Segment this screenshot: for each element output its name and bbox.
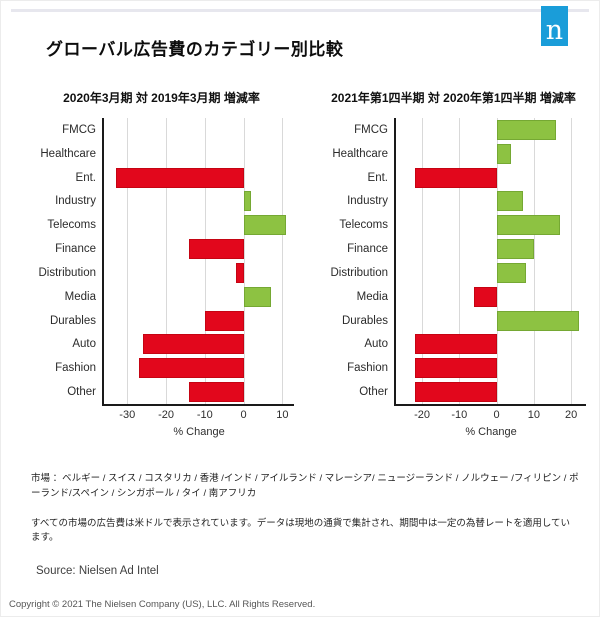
x-tick-label: -10 xyxy=(451,409,468,421)
bar-industry xyxy=(496,191,523,212)
category-label: Media xyxy=(64,290,96,303)
x-tick-label: 0 xyxy=(240,409,247,421)
x-axis-ticks: -20 -10 0 10 20 xyxy=(396,409,586,424)
bar-healthcare xyxy=(496,143,512,164)
bar-media xyxy=(243,286,271,307)
source-line: Source: Nielsen Ad Intel xyxy=(36,565,159,577)
bar-fashion xyxy=(138,358,244,379)
bar-durables xyxy=(496,310,579,331)
category-label: Other xyxy=(359,386,388,399)
nielsen-logo-letter: n xyxy=(545,15,564,46)
gridline xyxy=(422,118,424,404)
bar-telecoms xyxy=(496,215,560,236)
category-label: Telecoms xyxy=(47,219,96,232)
chart-body: FMCG Healthcare Ent. Industry Telecoms Financ… xyxy=(321,118,586,406)
bar-distribution xyxy=(235,262,244,283)
x-tick-label: 10 xyxy=(276,409,289,421)
bar-chart-2020-vs-2019: 2020年3月期 対 2019年3月期 増減率 FMCG Healthcare En… xyxy=(29,89,294,438)
category-label: Durables xyxy=(341,314,388,327)
x-tick-label: -20 xyxy=(158,409,174,421)
bar-other xyxy=(189,382,244,403)
bar-ent xyxy=(115,167,244,188)
category-label: Durables xyxy=(49,314,96,327)
x-tick-label: -30 xyxy=(119,409,136,421)
bar-fashion xyxy=(414,358,497,379)
category-label: Finance xyxy=(55,243,96,256)
page-title: グローバル広告費のカテゴリー別比較 xyxy=(46,40,344,59)
category-label: Industry xyxy=(55,195,96,208)
bar-finance xyxy=(189,239,244,260)
gridline xyxy=(243,118,245,404)
category-label: Finance xyxy=(347,243,388,256)
category-label: Auto xyxy=(364,338,388,351)
bar-fmcg xyxy=(496,119,557,140)
category-label: Fashion xyxy=(55,362,96,375)
category-label: Other xyxy=(67,386,96,399)
category-label: FMCG xyxy=(62,123,96,136)
category-labels: FMCG Healthcare Ent. Industry Telecoms Financ… xyxy=(321,118,394,406)
gridline xyxy=(204,118,206,404)
currency-note: すべての市場の広告費は米ドルで表示されています。データは現地の通貨で集計され、期… xyxy=(31,518,571,544)
gridline xyxy=(127,118,129,404)
bar-other xyxy=(414,382,497,403)
markets-note: 市場 ：ベルギー / スイス / コスタリカ / 香港 /インド / アイルラン… xyxy=(31,473,579,500)
chart-subtitle: 2021年第1四半期 対 2020年第1四半期 増減率 xyxy=(331,91,576,105)
category-label: FMCG xyxy=(354,123,388,136)
gridline xyxy=(496,118,498,404)
category-labels: FMCG Healthcare Ent. Industry Telecoms Financ… xyxy=(29,118,102,406)
category-label: Media xyxy=(356,290,388,303)
bar-auto xyxy=(142,334,244,355)
bar-distribution xyxy=(496,262,527,283)
x-tick-label: 0 xyxy=(493,409,500,421)
bar-telecoms xyxy=(243,215,287,236)
x-axis-ticks: -30 -20 -10 0 10 xyxy=(104,409,294,424)
x-tick-label: -10 xyxy=(196,409,213,421)
chart-body: FMCG Healthcare Ent. Industry Telecoms Financ… xyxy=(29,118,294,406)
category-label: Industry xyxy=(347,195,388,208)
x-tick-label: 20 xyxy=(564,409,578,421)
category-label: Healthcare xyxy=(332,147,388,160)
x-tick-label: -20 xyxy=(414,409,431,421)
category-label: Auto xyxy=(72,338,96,351)
category-label: Ent. xyxy=(367,171,388,184)
gridline xyxy=(533,118,535,404)
bar-auto xyxy=(414,334,497,355)
nielsen-logo: n xyxy=(541,6,568,46)
bar-finance xyxy=(496,239,534,260)
gridline xyxy=(459,118,461,404)
bar-chart-2021q1-vs-2020q1: 2021年第1四半期 対 2020年第1四半期 増減率 FMCG Healthca… xyxy=(321,89,586,438)
plot-area xyxy=(394,118,586,406)
bar-media xyxy=(474,286,497,307)
bar-ent xyxy=(414,167,497,188)
gridline xyxy=(166,118,168,404)
bar-industry xyxy=(243,191,252,212)
category-label: Telecoms xyxy=(339,219,388,232)
gridline xyxy=(282,118,284,404)
bar-durables xyxy=(204,310,244,331)
x-axis-label: % Change xyxy=(173,426,225,438)
category-label: Ent. xyxy=(75,171,96,184)
chart-subtitle: 2020年3月期 対 2019年3月期 増減率 xyxy=(63,91,260,105)
category-label: Distribution xyxy=(38,266,96,279)
plot-area xyxy=(102,118,294,406)
gridline xyxy=(571,118,573,404)
category-label: Distribution xyxy=(330,266,388,279)
copyright-line: Copyright © 2021 The Nielsen Company (US… xyxy=(9,599,316,610)
x-tick-label: 10 xyxy=(527,409,540,421)
x-axis-label: % Change xyxy=(465,426,517,438)
header-divider xyxy=(11,9,589,12)
category-label: Healthcare xyxy=(40,147,96,160)
category-label: Fashion xyxy=(347,362,388,375)
